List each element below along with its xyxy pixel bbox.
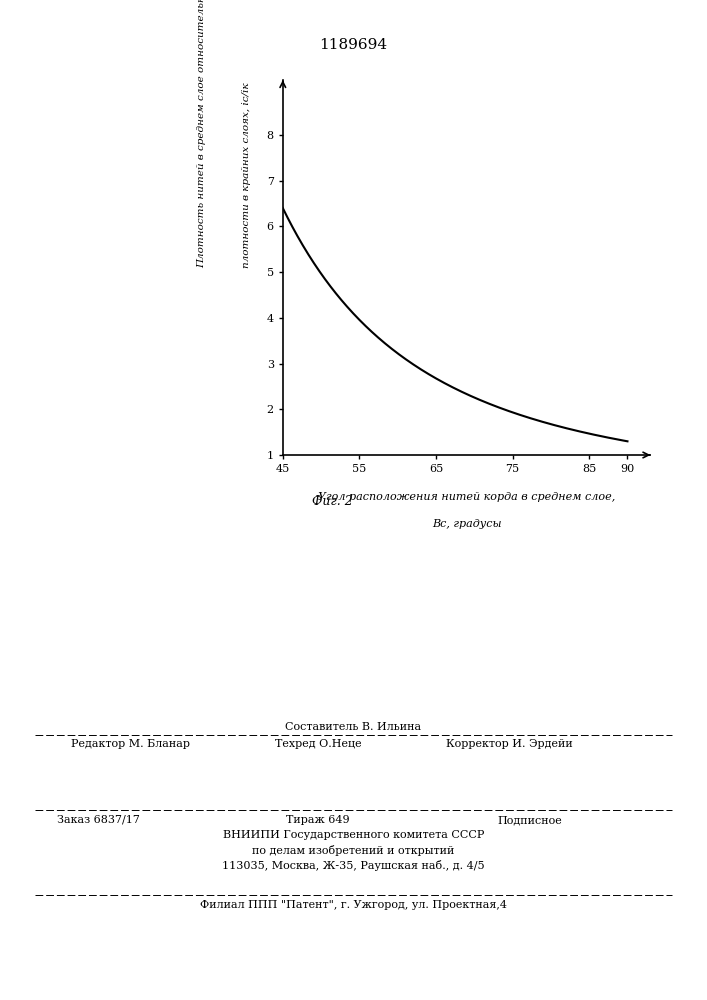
Text: Подписное: Подписное — [498, 815, 563, 825]
Text: Филиал ППП "Патент", г. Ужгород, ул. Проектная,4: Филиал ППП "Патент", г. Ужгород, ул. Про… — [200, 900, 507, 910]
Text: Техред О.Неце: Техред О.Неце — [275, 739, 361, 749]
Text: Редактор М. Бланар: Редактор М. Бланар — [71, 739, 189, 749]
Text: 1189694: 1189694 — [320, 38, 387, 52]
Text: Корректор И. Эрдейи: Корректор И. Эрдейи — [445, 739, 573, 749]
Text: Составитель В. Ильина: Составитель В. Ильина — [286, 722, 421, 732]
Text: Угол расположения нитей корда в среднем слое,: Угол расположения нитей корда в среднем … — [318, 492, 615, 502]
Text: по делам изобретений и открытий: по делам изобретений и открытий — [252, 845, 455, 856]
Text: ВНИИПИ Государственного комитета СССР: ВНИИПИ Государственного комитета СССР — [223, 830, 484, 840]
Text: плотности в крайних слоях, ic/iк: плотности в крайних слоях, ic/iк — [242, 82, 250, 267]
Text: Заказ 6837/17: Заказ 6837/17 — [57, 815, 139, 825]
Text: Тираж 649: Тираж 649 — [286, 815, 350, 825]
Text: Вс, градусы: Вс, градусы — [432, 519, 501, 529]
Text: 113035, Москва, Ж-35, Раушская наб., д. 4/5: 113035, Москва, Ж-35, Раушская наб., д. … — [222, 860, 485, 871]
Text: Плотность нитей в среднем слое относительно: Плотность нитей в среднем слое относител… — [197, 0, 206, 267]
Text: Фиг. 2: Фиг. 2 — [312, 495, 353, 508]
